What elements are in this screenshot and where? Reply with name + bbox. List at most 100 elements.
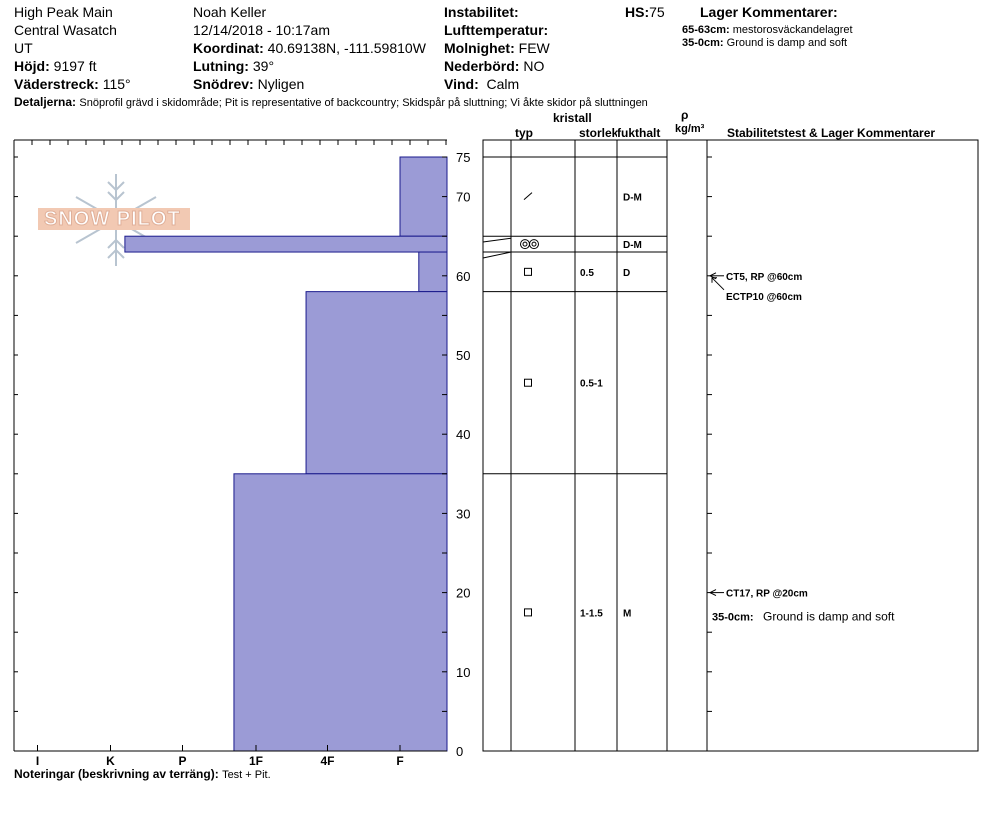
precip-label: Nederbörd:	[444, 58, 520, 74]
wind-loading: Snödrev: Nyligen	[193, 76, 304, 92]
grain-rounded-icon	[522, 241, 528, 247]
grain-faceted-icon	[524, 608, 532, 617]
wind-loading-value: Nyligen	[257, 76, 305, 92]
x-tick-label: K	[106, 754, 115, 768]
col-storlek: storlek	[579, 126, 617, 140]
notes: Noteringar (beskrivning av terräng): Tes…	[14, 767, 271, 781]
range-name: Central Wasatch	[14, 22, 117, 38]
layer-comments-label: Lager Kommentarer:	[700, 4, 838, 20]
wind: Vind: Calm	[444, 76, 519, 92]
table-comment-text: Ground is damp and soft	[763, 610, 895, 624]
details: Detaljerna: Snöprofil grävd i skidområde…	[14, 95, 648, 109]
stability-test-label: CT5, RP @60cm	[726, 272, 802, 283]
slope-label: Lutning:	[193, 58, 249, 74]
coordinates-value: 40.69138N, -111.59810W	[267, 40, 426, 56]
x-tick-label: F	[396, 754, 403, 768]
layer-comment-2-depth: 35-0cm:	[682, 37, 724, 49]
elevation: Höjd: 9197 ft	[14, 58, 96, 74]
hardness-bar	[418, 251, 448, 293]
snowpilot-logo: SNOW PILOT	[38, 170, 198, 270]
grain-rounded-icon	[531, 241, 537, 247]
col-typ: typ	[515, 126, 533, 140]
x-tick-label: 4F	[320, 754, 334, 768]
details-label: Detaljerna:	[14, 95, 77, 109]
notes-label: Noteringar (beskrivning av terräng):	[14, 767, 219, 781]
x-tick-label: P	[178, 754, 186, 768]
y-tick-label: 50	[456, 348, 470, 363]
hardness-bar	[305, 291, 448, 475]
col-stability: Stabilitetstest & Lager Kommentarer	[727, 126, 936, 140]
slope-value: 39°	[252, 58, 275, 74]
grain-rounded-icon	[529, 239, 539, 250]
coordinates-label: Koordinat:	[193, 40, 264, 56]
layer-connector-line	[482, 237, 512, 243]
state-name: UT	[14, 40, 33, 56]
grain-faceted-icon	[524, 267, 532, 276]
x-tick-label: 1F	[249, 754, 263, 768]
stability-test-label: CT17, RP @20cm	[726, 589, 808, 600]
elevation-label: Höjd:	[14, 58, 50, 74]
test-arrow	[711, 277, 725, 291]
y-tick-label: 10	[456, 665, 470, 680]
y-tick-label: 70	[456, 190, 470, 205]
grain-rounded-icon	[520, 239, 530, 250]
hs-label: HS:	[625, 4, 650, 20]
aspect: Väderstreck: 115°	[14, 76, 131, 92]
hardness-bar	[124, 235, 448, 253]
air-temp-label: Lufttemperatur:	[444, 22, 549, 38]
layer-table-frame	[482, 139, 979, 752]
slope: Lutning: 39°	[193, 58, 274, 74]
moisture-label: M	[623, 608, 631, 619]
wind-loading-label: Snödrev:	[193, 76, 254, 92]
y-tick-label: 40	[456, 427, 470, 442]
logo-text: SNOW PILOT	[44, 208, 181, 231]
hardness-bar	[233, 473, 448, 752]
y-tick-label: 60	[456, 269, 470, 284]
layer-comment-2: 35-0cm: Ground is damp and soft	[682, 37, 847, 49]
moisture-label: D	[623, 268, 630, 279]
grain-size-label: 0.5-1	[580, 379, 603, 390]
sky-cover: Molnighet: FEW	[444, 40, 550, 56]
y-tick-label: 75	[456, 150, 470, 165]
snow-height: HS:75	[625, 4, 665, 20]
sky-value: FEW	[518, 40, 550, 56]
table-comment-depth: 35-0cm:	[712, 612, 754, 624]
hs-value: 75	[649, 4, 665, 20]
stability-test-label: ECTP10 @60cm	[726, 292, 802, 303]
logo-band	[38, 208, 190, 230]
col-fukthalt: fukthalt	[617, 126, 661, 140]
grain-faceted-icon	[524, 378, 532, 387]
instability-label: Instabilitet:	[444, 4, 519, 20]
moisture-label: D-M	[623, 193, 642, 204]
grain-size-label: 0.5	[580, 268, 594, 279]
hardness-bar	[399, 156, 448, 237]
grain-size-label: 1-1.5	[580, 608, 603, 619]
layer-comment-1: 65-63cm: mestorosväckandelagret	[682, 24, 853, 36]
sky-label: Molnighet:	[444, 40, 515, 56]
observer-name: Noah Keller	[193, 4, 267, 20]
layer-connector-line	[482, 251, 512, 259]
layer-comment-2-text: Ground is damp and soft	[726, 37, 848, 49]
x-tick-label: I	[36, 754, 39, 768]
details-text: Snöprofil grävd i skidområde; Pit is rep…	[79, 97, 648, 109]
location-name: High Peak Main	[14, 4, 113, 20]
test-arrow-head	[711, 277, 717, 283]
y-tick-label: 30	[456, 506, 470, 521]
elevation-value: 9197 ft	[53, 58, 97, 74]
observation-datetime: 12/14/2018 - 10:17am	[193, 22, 330, 38]
aspect-label: Väderstreck:	[14, 76, 99, 92]
moisture-label: D-M	[623, 240, 642, 251]
col-rho: ρ	[681, 108, 689, 122]
precipitation: Nederbörd: NO	[444, 58, 544, 74]
y-tick-label: 20	[456, 586, 470, 601]
notes-text: Test + Pit.	[222, 769, 271, 781]
col-density-unit: kg/m³	[675, 123, 705, 135]
y-tick-label: 0	[456, 744, 463, 759]
aspect-value: 115°	[102, 76, 131, 92]
wind-label: Vind:	[444, 76, 479, 92]
grain-slash-icon	[523, 192, 533, 200]
precip-value: NO	[523, 58, 545, 74]
coordinates: Koordinat: 40.69138N, -111.59810W	[193, 40, 426, 56]
layer-comment-1-text: mestorosväckandelagret	[732, 24, 853, 36]
